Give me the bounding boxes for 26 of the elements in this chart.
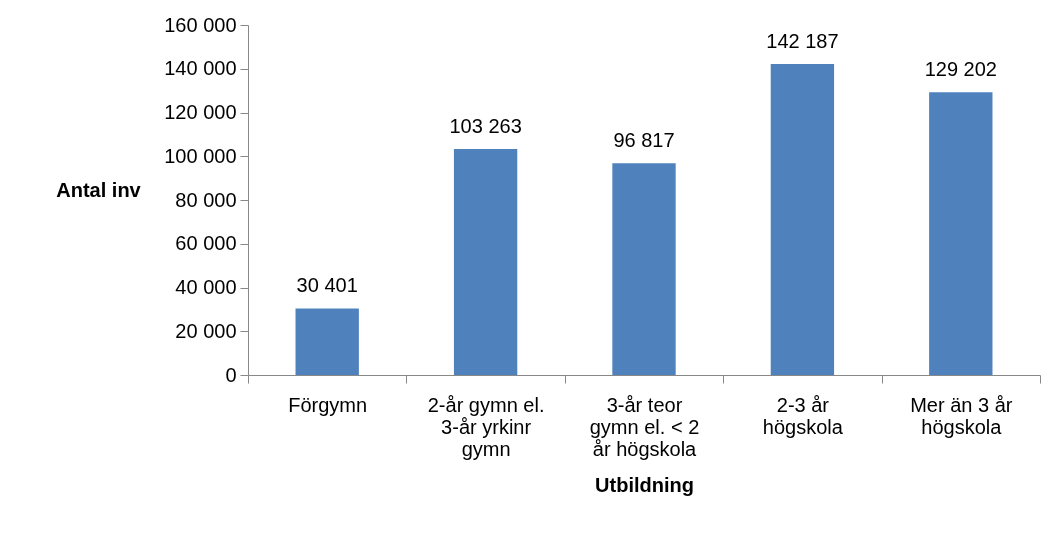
bar <box>929 92 993 375</box>
data-label: 142 187 <box>766 29 839 52</box>
x-tick-label: 2-år gymn el. 3-år yrkinr gymn <box>427 393 545 460</box>
x-tick-label: 3-år teor gymn el. < 2 år högskola <box>589 393 700 460</box>
y-tick-label: 120 000 <box>164 101 237 123</box>
y-tick-label: 20 000 <box>175 319 237 342</box>
y-tick-label: 40 000 <box>175 276 237 298</box>
x-tick-label: Mer än 3 år högskola <box>910 393 1013 438</box>
y-tick-label: 140 000 <box>164 57 237 80</box>
data-label: 30 401 <box>296 274 358 297</box>
y-tick-label: 160 000 <box>164 13 237 36</box>
data-label: 129 202 <box>924 58 997 81</box>
bar <box>770 63 835 375</box>
y-tick-label: 80 000 <box>175 188 237 211</box>
x-tick-label: 2-3 år högskola <box>762 393 844 438</box>
data-label: 103 263 <box>449 115 522 138</box>
x-axis-title: Utbildning <box>595 473 694 496</box>
y-tick-label: 0 <box>225 363 237 386</box>
y-axis-title: Antal inv <box>56 178 142 201</box>
bar <box>295 308 359 375</box>
bar <box>453 149 518 375</box>
y-tick-label: 60 000 <box>175 232 237 255</box>
data-label: 96 817 <box>613 129 675 152</box>
x-tick-label: Förgymn <box>288 393 368 416</box>
y-tick-label: 100 000 <box>164 144 237 167</box>
bar <box>612 163 676 375</box>
